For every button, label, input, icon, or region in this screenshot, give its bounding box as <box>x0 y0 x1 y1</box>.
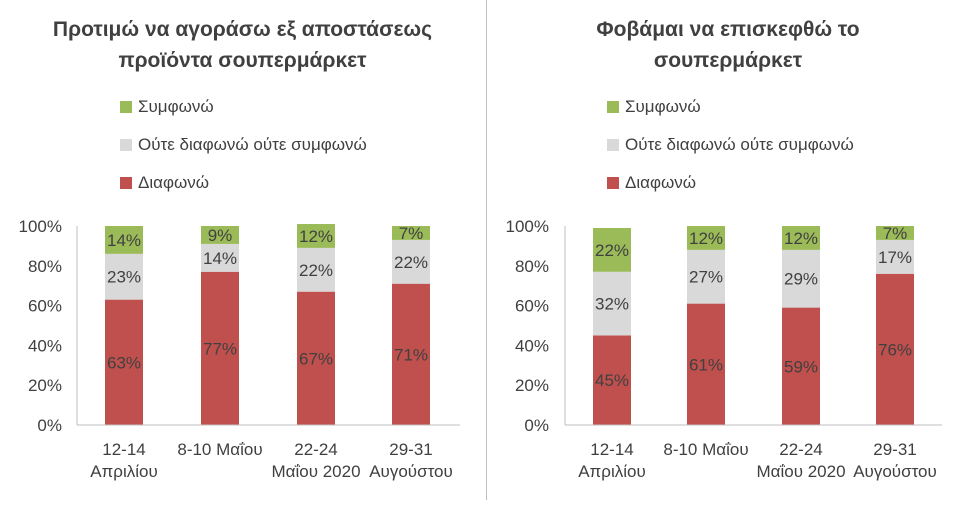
chart-plot-area: 0% 20% 40% 60% 80% 100% 63% 23% 14% 12-14 Απριλίου… <box>19 217 460 481</box>
bar-segment <box>105 299 143 425</box>
x-category-label: Απριλίου <box>90 462 158 481</box>
bar-segment <box>392 226 430 240</box>
data-label: 27% <box>689 268 723 287</box>
bar-segment <box>201 226 239 244</box>
x-category-label: Απριλίου <box>578 462 646 481</box>
y-tick-label: 100% <box>506 217 549 236</box>
chart-panel-left: Προτιμώ να αγοράσω εξ αποστάσεως προϊόντ… <box>0 14 485 481</box>
data-label: 59% <box>784 357 818 376</box>
bar-segment <box>687 303 725 425</box>
x-category-label: 8-10 Μαΐου <box>177 440 262 459</box>
legend-swatch-disagree <box>607 177 619 189</box>
data-label: 29% <box>784 270 818 289</box>
legend-swatch-disagree <box>120 177 132 189</box>
data-label: 45% <box>595 371 629 390</box>
panel-divider <box>486 0 487 500</box>
chart-title: Προτιμώ να αγοράσω εξ αποστάσεως προϊόντ… <box>0 14 485 76</box>
x-category-label: 22-24 <box>294 440 337 459</box>
data-label: 7% <box>883 224 908 243</box>
y-tick-label: 20% <box>515 376 549 395</box>
legend-label-neutral: Ούτε διαφωνώ ούτε συμφωνώ <box>625 135 854 154</box>
chart-title-line-1: Φοβάμαι να επισκεφθώ το <box>596 18 860 41</box>
y-tick-label: 80% <box>28 257 62 276</box>
data-label: 9% <box>208 226 233 245</box>
bar-segment <box>593 227 631 272</box>
x-category-label: 12-14 <box>102 440 145 459</box>
legend-swatch-neutral <box>120 139 132 151</box>
x-category-label: Αυγούστου <box>853 462 937 481</box>
bar-segment <box>687 249 725 304</box>
y-tick-label: 0% <box>524 416 549 435</box>
y-tick-label: 40% <box>28 336 62 355</box>
x-category-label: 12-14 <box>590 440 633 459</box>
legend-swatch-neutral <box>607 139 619 151</box>
chart-plot-area: 0% 20% 40% 60% 80% 100% 45% 32% 22% 12-14 Απριλίου… <box>506 217 942 481</box>
x-category-label: Μαΐου 2020 <box>756 462 845 481</box>
data-label: 12% <box>784 229 818 248</box>
chart-panel-right: Φοβάμαι να επισκεφθώ το σουπερμάρκετ Συμ… <box>487 0 969 508</box>
data-label: 17% <box>878 248 912 267</box>
y-tick-label: 40% <box>515 336 549 355</box>
bar-segment <box>201 243 239 272</box>
y-tick-label: 100% <box>19 217 62 236</box>
chart-title-line-1: Προτιμώ να αγοράσω εξ αποστάσεως <box>52 18 433 41</box>
data-label: 23% <box>107 268 141 287</box>
bar-segment <box>392 283 430 425</box>
bar-segment <box>876 226 914 240</box>
data-label: 14% <box>203 249 237 268</box>
legend-label-disagree: Διαφωνώ <box>138 173 210 192</box>
bar-segment <box>105 253 143 300</box>
data-label: 14% <box>107 231 141 250</box>
x-category-label: 29-31 <box>873 440 916 459</box>
bar-segment <box>297 247 335 292</box>
bar-segment <box>392 239 430 284</box>
x-category-label: Μαΐου 2020 <box>271 462 360 481</box>
y-tick-label: 20% <box>28 376 62 395</box>
y-tick-label: 60% <box>515 297 549 316</box>
chart-title-line-2: σουπερμάρκετ <box>653 49 803 72</box>
x-category-label: Αυγούστου <box>369 462 453 481</box>
legend-label-disagree: Διαφωνώ <box>625 173 697 192</box>
bar-segment <box>297 291 335 425</box>
data-label: 22% <box>394 253 428 272</box>
y-tick-label: 80% <box>515 257 549 276</box>
data-label: 77% <box>203 339 237 358</box>
chart-title: Φοβάμαι να επισκεφθώ το σουπερμάρκετ <box>487 14 969 76</box>
y-tick-label: 0% <box>37 416 62 435</box>
data-label: 67% <box>299 349 333 368</box>
bar-segment <box>105 226 143 254</box>
bar-segment <box>782 249 820 308</box>
data-label: 71% <box>394 345 428 364</box>
bar-segment <box>593 271 631 336</box>
bar-segment <box>782 226 820 250</box>
bar-segment <box>782 307 820 425</box>
bar-segment <box>297 224 335 248</box>
x-category-label: 22-24 <box>779 440 822 459</box>
data-label: 32% <box>595 295 629 314</box>
y-tick-label: 60% <box>28 297 62 316</box>
bar-segment <box>876 273 914 425</box>
data-label: 22% <box>299 261 333 280</box>
bar-segment <box>876 239 914 274</box>
data-label: 12% <box>689 229 723 248</box>
bar-segment <box>201 271 239 425</box>
legend-label-neutral: Ούτε διαφωνώ ούτε συμφωνώ <box>138 135 367 154</box>
data-label: 76% <box>878 340 912 359</box>
data-label: 7% <box>399 224 424 243</box>
chart-title-line-2: προϊόντα σουπερμάρκετ <box>118 49 367 72</box>
data-label: 63% <box>107 353 141 372</box>
legend-label-agree: Συμφωνώ <box>138 97 214 116</box>
data-label: 61% <box>689 355 723 374</box>
data-label: 22% <box>595 241 629 260</box>
legend-swatch-agree <box>120 101 132 113</box>
data-label: 12% <box>299 227 333 246</box>
legend-swatch-agree <box>607 101 619 113</box>
legend-label-agree: Συμφωνώ <box>625 97 701 116</box>
x-category-label: 29-31 <box>389 440 432 459</box>
bar-segment <box>687 226 725 250</box>
bar-segment <box>593 335 631 425</box>
x-category-label: 8-10 Μαΐου <box>663 440 748 459</box>
